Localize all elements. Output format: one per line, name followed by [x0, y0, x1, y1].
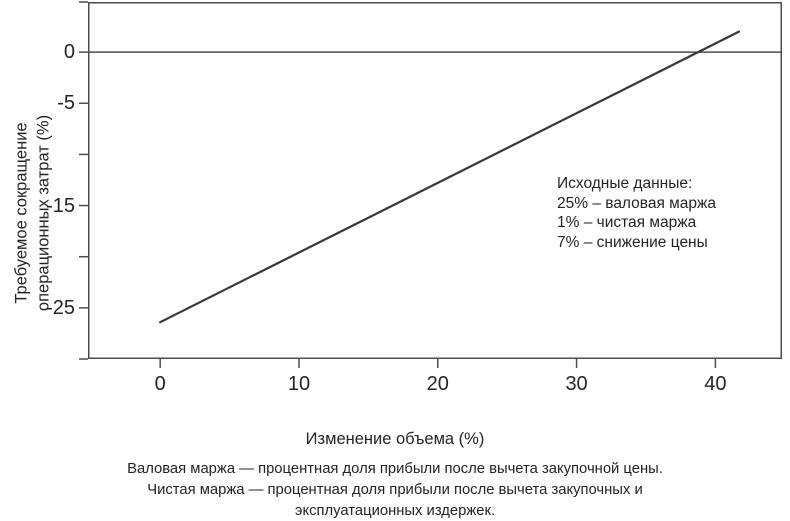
- y-tick-label: -15: [46, 194, 75, 217]
- annotation-line: 25% – валовая маржа: [557, 194, 717, 212]
- x-tick-label: 0: [154, 373, 166, 395]
- data-line: [159, 30, 741, 324]
- y-tick-label: -5: [57, 92, 75, 115]
- caption-line: эксплуатационных издержек.: [294, 502, 496, 519]
- y-tick-label: -25: [46, 296, 75, 319]
- annotation-line: 1% – чистая маржа: [557, 214, 697, 231]
- caption-line: Чистая маржа — процентная доля прибыли п…: [147, 481, 643, 498]
- line-chart-svg: [79, 1, 782, 368]
- x-tick-label: 10: [287, 373, 311, 395]
- annotation-title: Исходные данные:: [557, 175, 693, 192]
- annotation-line: 7% – снижение цены: [557, 233, 708, 251]
- x-axis-label: Изменение объема (%): [305, 430, 485, 448]
- figure-caption: Валовая маржа — процентная доля прибыли …: [0, 459, 790, 521]
- x-tick-label: 20: [426, 373, 449, 395]
- y-tick-label: 0: [63, 41, 75, 64]
- annotation: Исходные данные: 25% – валовая маржа 1% …: [557, 174, 716, 252]
- x-tick-label: 30: [565, 373, 588, 395]
- caption-line: Валовая маржа — процентная доля прибыли …: [127, 461, 663, 477]
- plot-border: [88, 2, 782, 359]
- x-tick-label: 40: [704, 373, 727, 395]
